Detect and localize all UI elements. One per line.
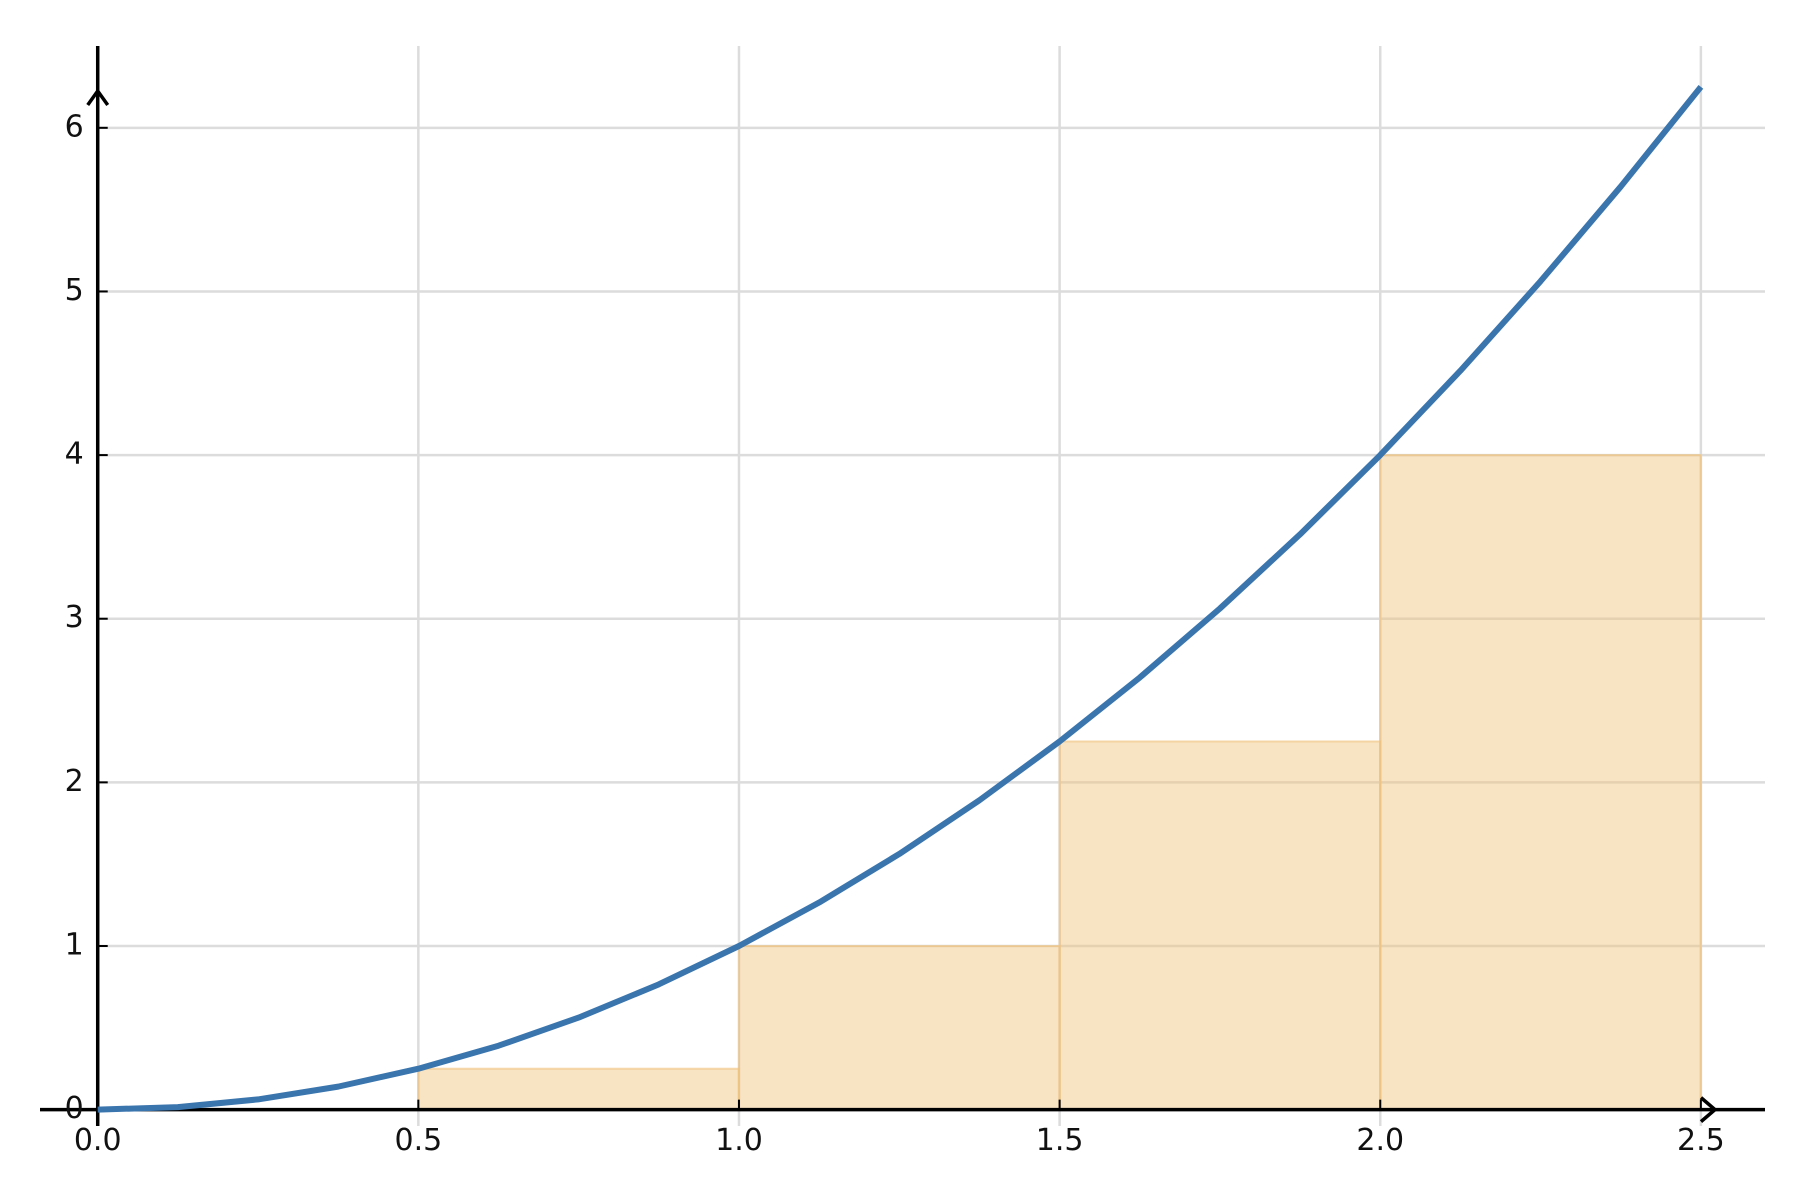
x-tick-label: 1.0 (715, 1123, 763, 1158)
x-axis-arrow (1699, 1096, 1718, 1123)
y-tick-label: 6 (65, 109, 84, 144)
x-tick-label: 2.0 (1356, 1123, 1404, 1158)
y-tick-label: 0 (65, 1091, 84, 1126)
curve (97, 85, 1704, 1113)
y-tick-label: 2 (65, 764, 84, 799)
x-tick-label: 1.5 (1036, 1123, 1084, 1158)
bar (1379, 454, 1702, 1111)
y-tick-label: 3 (65, 600, 84, 635)
y-tick-label: 1 (65, 928, 84, 963)
x-tick-label: 0.5 (394, 1123, 442, 1158)
y-tick-label: 4 (65, 437, 84, 472)
y-tick-label: 5 (65, 273, 84, 308)
bar (737, 945, 1061, 1111)
x-tick-label: 2.5 (1677, 1123, 1725, 1158)
bar (1058, 740, 1382, 1111)
y-axis-arrow (86, 87, 110, 107)
x-tick-label: 0.0 (74, 1123, 122, 1158)
bar (417, 1067, 740, 1111)
